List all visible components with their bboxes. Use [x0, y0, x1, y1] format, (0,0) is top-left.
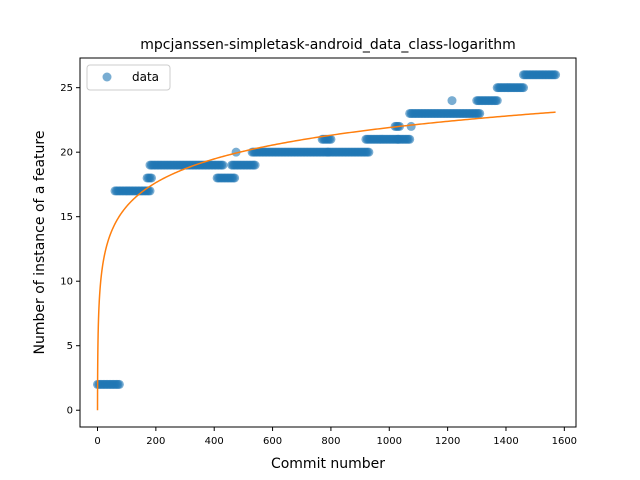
- legend-box: [86, 64, 171, 91]
- y-tick-label: 15: [60, 212, 73, 223]
- data-point: [405, 134, 415, 144]
- legend-marker: [102, 72, 112, 82]
- data-point: [218, 160, 228, 170]
- data-point: [250, 160, 260, 170]
- y-tick-label: 20: [60, 148, 73, 159]
- x-tick-label: 0: [94, 436, 100, 447]
- x-tick-label: 400: [205, 436, 224, 447]
- y-axis: 0 5 10 15 20 25: [60, 83, 80, 417]
- data-point: [231, 147, 241, 157]
- data-point: [475, 108, 485, 118]
- fit-line-layer: [96, 111, 556, 411]
- fit-line: [96, 111, 556, 411]
- data-point: [114, 379, 124, 389]
- data-point: [364, 147, 374, 157]
- data-point: [230, 173, 240, 183]
- data-point: [492, 96, 502, 106]
- x-tick-label: 200: [146, 436, 165, 447]
- x-tick-label: 1400: [493, 436, 518, 447]
- data-point: [551, 70, 561, 80]
- x-axis-label: Commit number: [271, 456, 385, 472]
- plot-frame: [79, 57, 577, 428]
- x-tick-label: 1200: [435, 436, 460, 447]
- y-tick-label: 0: [67, 406, 73, 417]
- legend: data: [86, 64, 171, 91]
- y-tick-label: 25: [60, 83, 73, 94]
- x-axis: 0 200 400 600 800 1000 1200 1400 1600: [94, 427, 577, 447]
- scatter-layer: [93, 70, 561, 389]
- x-tick-label: 800: [321, 436, 340, 447]
- data-point: [146, 173, 156, 183]
- y-tick-label: 5: [67, 341, 73, 352]
- data-point: [406, 121, 416, 131]
- data-point: [447, 96, 457, 106]
- data-point: [326, 134, 336, 144]
- y-axis-label: Number of instance of a feature: [32, 131, 48, 355]
- x-tick-label: 600: [263, 436, 282, 447]
- y-tick-label: 10: [60, 277, 73, 288]
- data-point: [518, 83, 528, 93]
- x-tick-label: 1600: [552, 436, 577, 447]
- legend-label-data: data: [132, 70, 159, 84]
- x-tick-label: 1000: [377, 436, 402, 447]
- chart-title: mpcjanssen-simpletask-android_data_class…: [140, 37, 515, 53]
